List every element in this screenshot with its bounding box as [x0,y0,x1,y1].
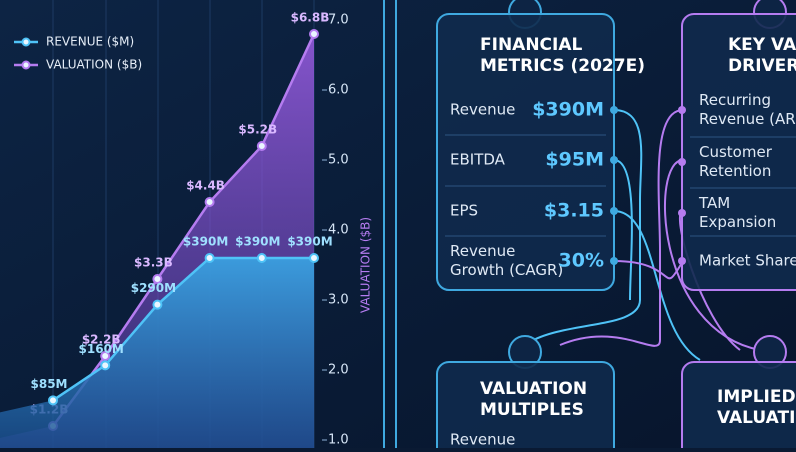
data-label: $85M [31,377,68,391]
data-label: $4.4B [186,179,225,193]
card-title: METRICS (2027E) [480,56,645,76]
point [256,141,267,151]
connector-dot [678,257,686,265]
data-label: $390M [183,235,228,249]
row-label: Recurring [699,91,771,109]
y2-tick-label: 7.0 [328,13,349,28]
card-title: IMPLIED EQ [717,387,796,407]
data-label: $290M [131,281,176,295]
point [100,351,111,361]
row-label: Market Share [699,252,796,270]
row-value: 30% [559,250,604,272]
row-label: Retention [699,162,771,180]
data-label: $2.2B [82,333,121,347]
legend-marker [21,60,31,70]
data-label: $390M [287,235,332,249]
card [436,361,615,452]
row-value: $390M [532,99,604,121]
card [681,13,796,291]
point [152,274,163,284]
point [204,253,215,263]
card [436,13,615,291]
connector-dot [678,106,686,114]
row-label: TAM [698,194,730,212]
point [48,395,58,406]
y2-tick-label: 3.0 [328,293,349,308]
row-label: Revenue [450,431,515,449]
row-label: Revenue (ARR [699,110,796,128]
point [309,29,319,39]
y2-tick-label: 4.0 [328,223,349,238]
row-label: Revenue [450,242,515,260]
point [204,197,215,207]
row-label: EPS [450,202,478,220]
card-title: VALUATION [480,379,587,399]
card-title: DRIVER [728,56,796,76]
card-title: KEY VAL [728,35,796,55]
y2-tick-label: 6.0 [328,83,349,98]
row-label: Expansion [699,213,776,231]
divider [383,0,397,448]
card [681,361,796,452]
legend-marker [21,37,31,47]
point [256,253,267,263]
row-value: $95M [545,149,604,171]
row-label: Growth (CAGR) [450,261,563,279]
legend-label: VALUATION ($B) [46,58,142,72]
connector-dot [610,156,618,164]
row-label: Revenue [450,101,515,119]
card-title: VALUATION ( [717,408,796,428]
card-title: MULTIPLES [480,400,584,420]
row-label: EBITDA [450,151,506,169]
line [52,256,314,402]
legend-label: REVENUE ($M) [46,35,134,49]
y2-tick-label: 5.0 [328,153,349,168]
point [100,360,111,371]
row-label: Customer [699,143,773,161]
point [152,299,163,310]
y2-tick-label: 2.0 [328,363,349,378]
y2-tick-label: 1.0 [328,433,349,448]
y2-axis-label: VALUATION ($B) [359,217,373,313]
data-label: $5.2B [238,123,277,137]
connector-dot [678,158,686,166]
data-label: $6.8B [291,11,330,25]
data-label: $160M [79,342,124,356]
connector-dot [610,106,618,114]
connector-dot [678,209,686,217]
area [0,258,314,448]
connector-dot [610,257,618,265]
point [309,253,319,263]
card-title: FINANCIAL [480,35,583,55]
connector-dot [610,207,618,215]
data-label: $3.3B [134,256,173,270]
row-value: $3.15 [544,200,604,222]
line [51,33,316,427]
data-label: $390M [235,235,280,249]
